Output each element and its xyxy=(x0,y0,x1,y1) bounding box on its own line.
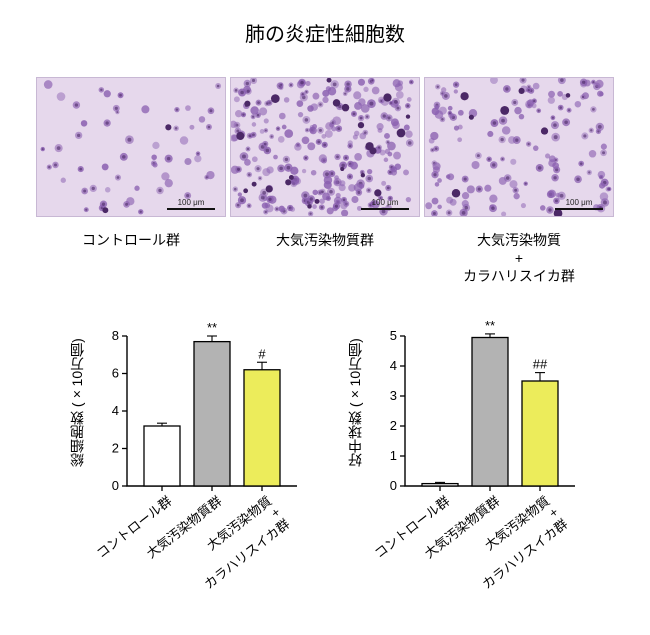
scalebar-label: 100 μm xyxy=(178,199,205,207)
chart-neutrophils: 好中球数 (×10万個) 012345**## コントロール群大気汚染物質群大気… xyxy=(345,320,583,590)
scalebar-line xyxy=(555,208,603,210)
svg-text:##: ## xyxy=(533,356,548,371)
charts-row: 総細胞数 (×10万個) 02468**# コントロール群大気汚染物質群大気汚染… xyxy=(0,320,650,590)
scalebar-label: 100 μm xyxy=(566,199,593,207)
micrograph-labels: コントロール群 大気汚染物質群 大気汚染物質 + カラハリスイカ群 xyxy=(0,231,650,286)
page-title: 肺の炎症性細胞数 xyxy=(0,0,650,55)
svg-text:5: 5 xyxy=(390,328,397,343)
micrograph-label-2: 大気汚染物質 + カラハリスイカ群 xyxy=(424,231,614,286)
scalebar-label: 100 μm xyxy=(372,199,399,207)
svg-text:**: ** xyxy=(207,320,217,335)
plot-right: 0 1 2 3 4 5 ** ## xyxy=(369,320,583,492)
svg-text:4: 4 xyxy=(390,358,397,373)
x-category-label: 大気汚染物質 + カラハリスイカ群 xyxy=(156,494,293,614)
svg-text:0: 0 xyxy=(112,478,119,492)
micrograph-treatment: 100 μm xyxy=(424,77,614,217)
ylabel-right: 好中球数 (×10万個) xyxy=(345,320,365,486)
svg-text:2: 2 xyxy=(112,440,119,455)
scalebar-line xyxy=(167,208,215,210)
scalebar: 100 μm xyxy=(167,199,215,210)
micrograph-label-0: コントロール群 xyxy=(36,231,226,286)
micrograph-svg-0 xyxy=(37,78,225,216)
micrograph-control: 100 μm xyxy=(36,77,226,217)
scalebar: 100 μm xyxy=(555,199,603,210)
micrograph-pollutant: 100 μm xyxy=(230,77,420,217)
svg-text:8: 8 xyxy=(112,328,119,343)
x-category-label: 大気汚染物質 + カラハリスイカ群 xyxy=(434,494,571,614)
svg-text:1: 1 xyxy=(390,448,397,463)
micrograph-row: 100 μm 100 μm 100 μm xyxy=(0,77,650,217)
micrograph-label-1: 大気汚染物質群 xyxy=(230,231,420,286)
svg-text:6: 6 xyxy=(112,365,119,380)
svg-text:#: # xyxy=(258,346,266,361)
svg-text:4: 4 xyxy=(112,403,119,418)
svg-text:0: 0 xyxy=(390,478,397,492)
ylabel-left: 総細胞数 (×10万個) xyxy=(67,320,87,486)
scalebar-line xyxy=(361,208,409,210)
plot-left: 0 2 4 6 8 ** # xyxy=(91,320,305,492)
scalebar: 100 μm xyxy=(361,199,409,210)
svg-text:3: 3 xyxy=(390,388,397,403)
chart-total-cells: 総細胞数 (×10万個) 02468**# コントロール群大気汚染物質群大気汚染… xyxy=(67,320,305,590)
svg-text:2: 2 xyxy=(390,418,397,433)
svg-text:**: ** xyxy=(485,320,495,333)
micrograph-svg-2 xyxy=(425,78,613,216)
micrograph-svg-1 xyxy=(231,78,419,216)
